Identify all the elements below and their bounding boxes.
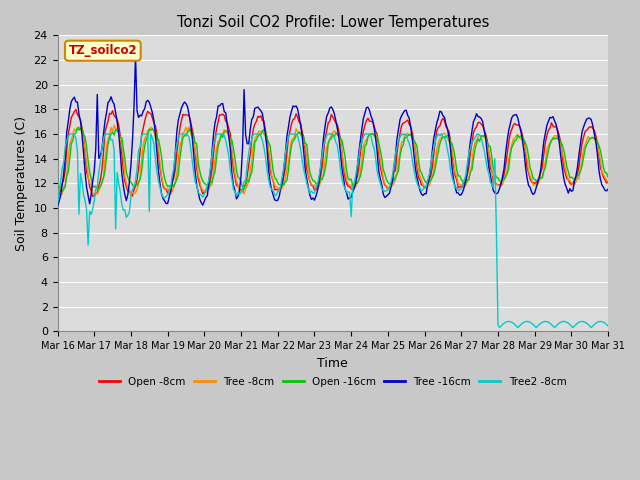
Text: TZ_soilco2: TZ_soilco2 bbox=[68, 44, 137, 57]
Y-axis label: Soil Temperatures (C): Soil Temperatures (C) bbox=[15, 116, 28, 251]
X-axis label: Time: Time bbox=[317, 357, 348, 370]
Legend: Open -8cm, Tree -8cm, Open -16cm, Tree -16cm, Tree2 -8cm: Open -8cm, Tree -8cm, Open -16cm, Tree -… bbox=[95, 373, 570, 391]
Title: Tonzi Soil CO2 Profile: Lower Temperatures: Tonzi Soil CO2 Profile: Lower Temperatur… bbox=[177, 15, 489, 30]
